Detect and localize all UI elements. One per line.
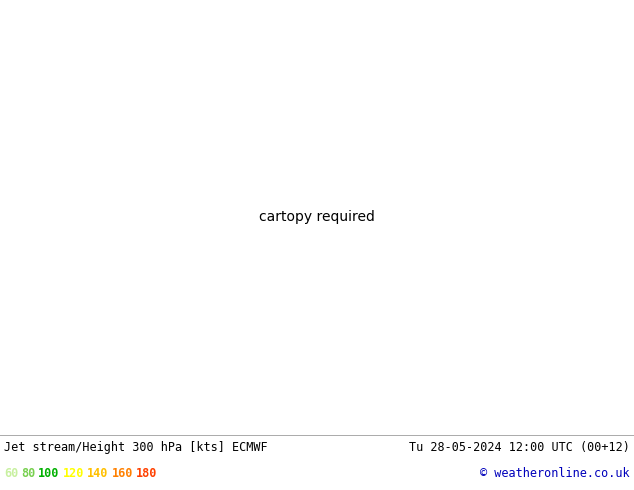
Text: 100: 100 bbox=[38, 467, 60, 480]
Text: 140: 140 bbox=[87, 467, 108, 480]
Text: Jet stream/Height 300 hPa [kts] ECMWF: Jet stream/Height 300 hPa [kts] ECMWF bbox=[4, 441, 268, 454]
Text: © weatheronline.co.uk: © weatheronline.co.uk bbox=[481, 467, 630, 480]
Text: Tu 28-05-2024 12:00 UTC (00+12): Tu 28-05-2024 12:00 UTC (00+12) bbox=[409, 441, 630, 454]
Text: 180: 180 bbox=[136, 467, 157, 480]
Text: cartopy required: cartopy required bbox=[259, 210, 375, 224]
Text: 80: 80 bbox=[21, 467, 36, 480]
Text: 120: 120 bbox=[63, 467, 84, 480]
Text: 60: 60 bbox=[4, 467, 18, 480]
Text: 160: 160 bbox=[112, 467, 133, 480]
